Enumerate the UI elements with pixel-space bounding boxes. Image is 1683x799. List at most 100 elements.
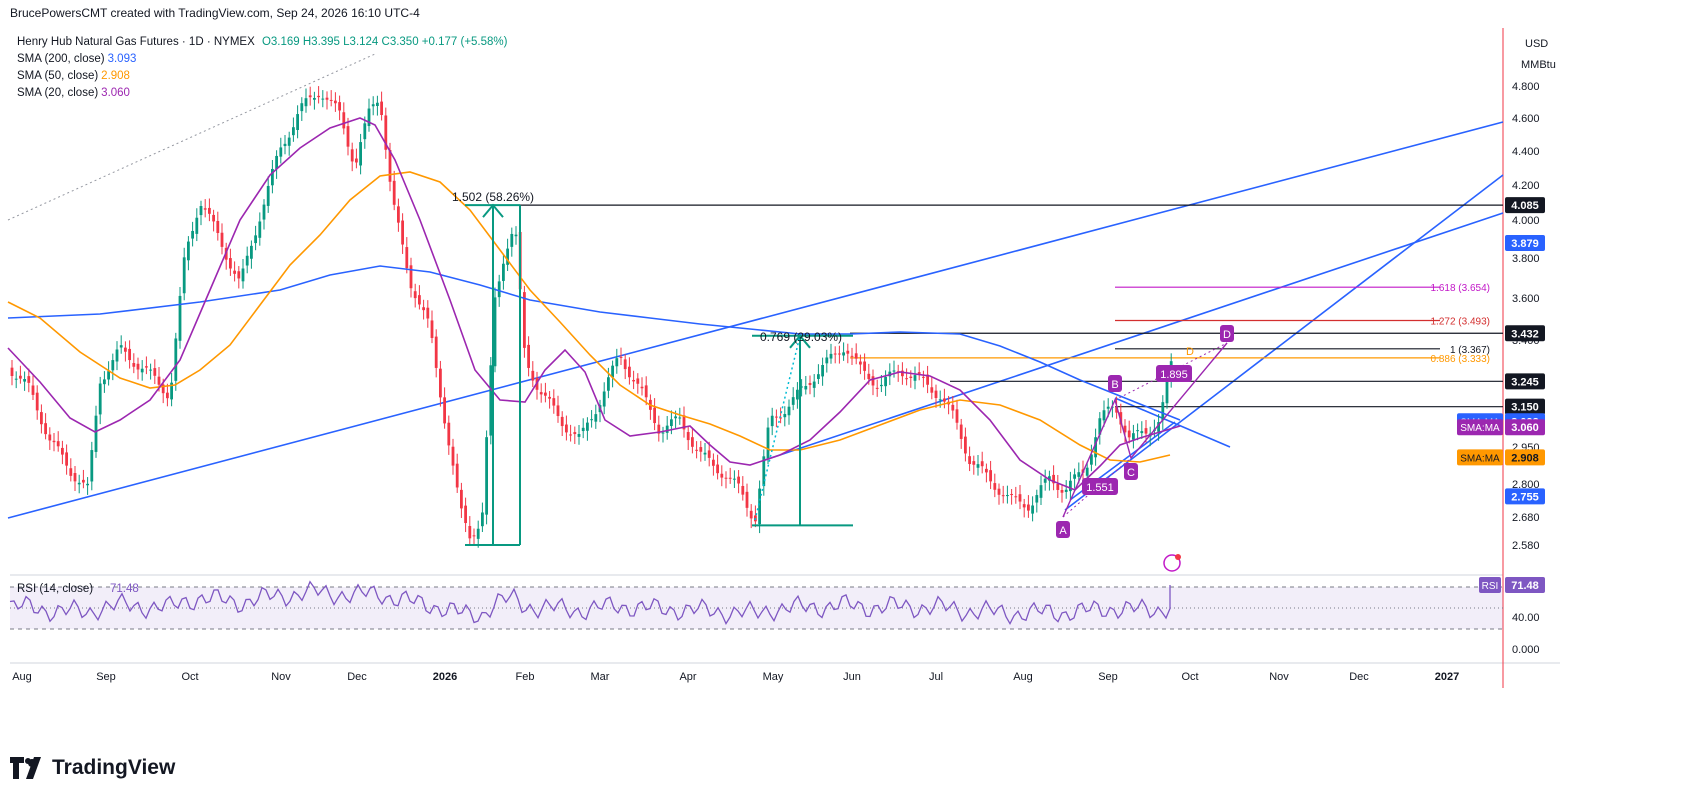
- candle: [1060, 490, 1064, 493]
- symbol-row[interactable]: Henry Hub Natural Gas Futures · 1D · NYM…: [17, 34, 507, 51]
- candle: [94, 415, 98, 452]
- pattern-point-badge: [1220, 325, 1234, 342]
- fib-label: 1.618 (3.654): [1431, 283, 1491, 294]
- candle: [670, 419, 673, 427]
- candle: [443, 397, 446, 424]
- price-tag-value: 2.755: [1511, 491, 1539, 503]
- candle: [132, 363, 136, 367]
- candle: [854, 353, 858, 359]
- sma200-line: [7, 265, 1181, 421]
- candle: [934, 390, 938, 398]
- tradingview-logo[interactable]: TradingView: [10, 756, 175, 780]
- candle: [527, 344, 530, 368]
- candle: [329, 99, 333, 101]
- rsi-tag-prefix: [1479, 577, 1501, 593]
- candle: [712, 459, 715, 466]
- candle: [325, 97, 329, 100]
- ratio-badge-label: 1.895: [1160, 369, 1188, 381]
- price-tag-value: 3.150: [1511, 402, 1539, 414]
- rsi-tick-label: 40.00: [1512, 612, 1540, 624]
- candle: [817, 374, 820, 379]
- candle: [237, 271, 241, 279]
- candle: [426, 307, 430, 319]
- candle: [611, 365, 614, 378]
- candle: [733, 478, 736, 480]
- candle: [943, 398, 946, 402]
- candle: [119, 345, 123, 348]
- candle: [619, 356, 623, 358]
- candle: [838, 353, 841, 355]
- candle: [1031, 505, 1034, 514]
- candle: [216, 220, 220, 234]
- trendline-long: [7, 121, 1504, 519]
- candle: [10, 367, 14, 376]
- candle: [455, 463, 459, 488]
- ratio-badge: [1156, 365, 1192, 382]
- rsi-value: 71.48: [110, 583, 139, 595]
- candle: [451, 446, 455, 466]
- y-tick-label: 3.800: [1512, 253, 1540, 265]
- symbol-name: Henry Hub Natural Gas Futures · 1D · NYM…: [17, 36, 255, 48]
- candle: [812, 381, 816, 388]
- candle: [98, 383, 102, 415]
- sma200-legend[interactable]: SMA (200, close) 3.093: [17, 51, 507, 68]
- x-tick-label: Nov: [1269, 671, 1289, 683]
- candle: [1102, 410, 1106, 421]
- candle: [880, 384, 883, 387]
- candle: [212, 214, 215, 222]
- candle: [821, 365, 824, 377]
- fib-label: 1.272 (3.493): [1431, 316, 1491, 327]
- pattern-point-badge: [1056, 521, 1070, 538]
- candle: [775, 416, 778, 418]
- candle: [787, 406, 791, 416]
- ratio-badge: [1082, 478, 1118, 495]
- candle: [825, 357, 829, 364]
- candle: [422, 307, 425, 311]
- brand-name: TradingView: [52, 756, 176, 779]
- candle: [938, 399, 942, 401]
- candle: [745, 491, 749, 508]
- candle: [460, 489, 463, 509]
- candle: [199, 206, 203, 216]
- x-tick-label: Oct: [1181, 671, 1198, 683]
- candle: [367, 108, 371, 127]
- candle: [770, 415, 774, 427]
- candle: [863, 361, 866, 371]
- candle: [741, 485, 745, 495]
- candle: [497, 281, 501, 298]
- fib-label: 1 (3.367): [1450, 345, 1490, 356]
- candle: [413, 291, 417, 299]
- price-tag-value: 3.060: [1511, 422, 1539, 434]
- candle: [245, 255, 249, 266]
- sma50-legend[interactable]: SMA (50, close) 2.908: [17, 68, 507, 85]
- pattern-point-badge: [1108, 375, 1122, 392]
- candle: [1161, 402, 1165, 421]
- candle: [476, 528, 480, 539]
- candle: [321, 98, 325, 100]
- candle: [829, 353, 833, 359]
- candle: [292, 127, 295, 136]
- ratio-badge-label: 1.551: [1086, 482, 1114, 494]
- candle: [892, 370, 896, 372]
- sma200-label: SMA (200, close): [17, 53, 105, 65]
- candle: [565, 424, 568, 433]
- candle: [955, 409, 959, 423]
- candle: [833, 353, 837, 355]
- candle: [523, 292, 526, 348]
- candle: [968, 456, 971, 465]
- candle: [1048, 476, 1051, 481]
- y-tick-label: 2.680: [1512, 512, 1540, 524]
- candle: [430, 320, 434, 338]
- candle: [1106, 406, 1110, 409]
- rsi-tag: [1505, 577, 1545, 593]
- candle: [56, 441, 60, 447]
- candle: [241, 268, 245, 282]
- candle: [1123, 425, 1127, 433]
- candle: [628, 366, 631, 378]
- rsi-tag-prefix-label: RSI: [1482, 581, 1499, 592]
- candle: [1085, 467, 1089, 476]
- sma20-legend[interactable]: SMA (20, close) 3.060: [17, 85, 507, 102]
- candle: [1069, 480, 1072, 492]
- candle: [758, 488, 761, 525]
